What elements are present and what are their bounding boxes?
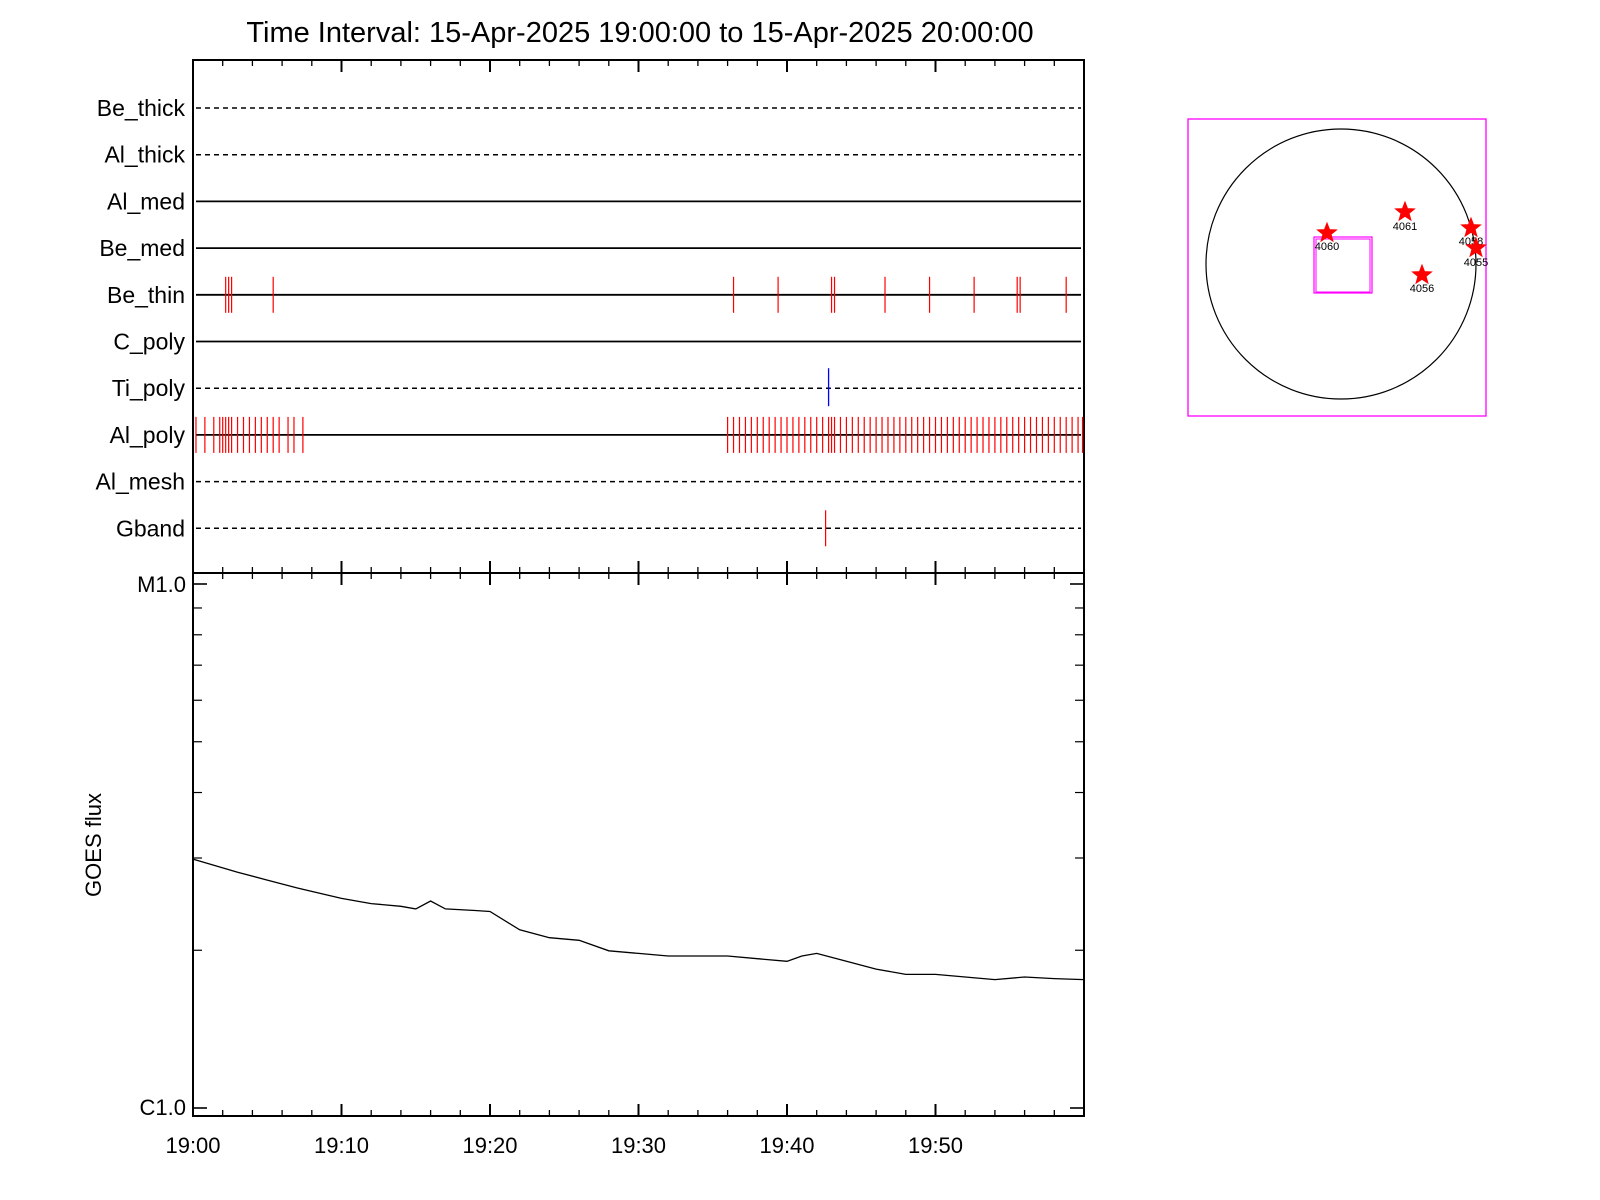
channel-label: Be_thin	[107, 282, 185, 308]
channel-label: C_poly	[113, 329, 185, 355]
x-tick-label: 19:40	[759, 1133, 814, 1158]
channel-label: Gband	[116, 515, 185, 541]
region-star-marker	[1465, 236, 1487, 258]
region-label: 4055	[1464, 257, 1488, 269]
region-star-marker	[1411, 263, 1433, 285]
y-tick-label-c1: C1.0	[140, 1095, 186, 1120]
x-tick-label: 19:10	[314, 1133, 369, 1158]
x-tick-label: 19:30	[611, 1133, 666, 1158]
channel-label: Al_mesh	[96, 469, 185, 495]
region-star-marker	[1394, 200, 1416, 222]
chart-title: Time Interval: 15-Apr-2025 19:00:00 to 1…	[246, 17, 1033, 49]
x-tick-label: 19:50	[908, 1133, 963, 1158]
region-label: 4060	[1315, 241, 1339, 253]
solar-frame	[1187, 118, 1487, 417]
goes-flux-line	[192, 858, 1085, 981]
goes-panel-ticks	[192, 573, 1085, 1116]
y-axis-label: GOES flux	[81, 793, 106, 897]
event-channel-rows: Be_thick Al_thick Al_med Be_med Be_thin C_pol…	[96, 95, 1084, 547]
y-tick-label-m1: M1.0	[137, 572, 186, 597]
channel-label: Be_med	[99, 235, 185, 261]
region-label: 4061	[1393, 221, 1417, 233]
event-timeline-panel: Be_thick Al_thick Al_med Be_med Be_thin C_pol…	[96, 59, 1085, 574]
event-panel-frame	[192, 59, 1085, 574]
channel-label: Ti_poly	[112, 375, 186, 401]
region-label: 4056	[1410, 283, 1434, 295]
solar-disk	[1205, 128, 1477, 400]
channel-label: Be_thick	[97, 95, 186, 121]
event-panel-ticks	[192, 60, 1085, 573]
channel-label: Al_thick	[104, 142, 185, 168]
fov-box-inner	[1315, 238, 1371, 293]
channel-label: Al_med	[107, 188, 185, 214]
goes-panel-frame	[192, 572, 1085, 1117]
x-tick-labels: 19:00 19:10 19:20 19:30 19:40 19:50	[165, 1133, 963, 1158]
x-tick-label: 19:20	[462, 1133, 517, 1158]
x-tick-label: 19:00	[165, 1133, 220, 1158]
fov-box-outer	[1313, 236, 1373, 294]
channel-label: Al_poly	[110, 422, 186, 448]
goes-flux-panel: M1.0 C1.0 GOES flux 19:00 19:10 19:20 19:30…	[81, 572, 1085, 1158]
region-star-marker	[1460, 216, 1482, 238]
region-star-marker	[1316, 221, 1338, 243]
